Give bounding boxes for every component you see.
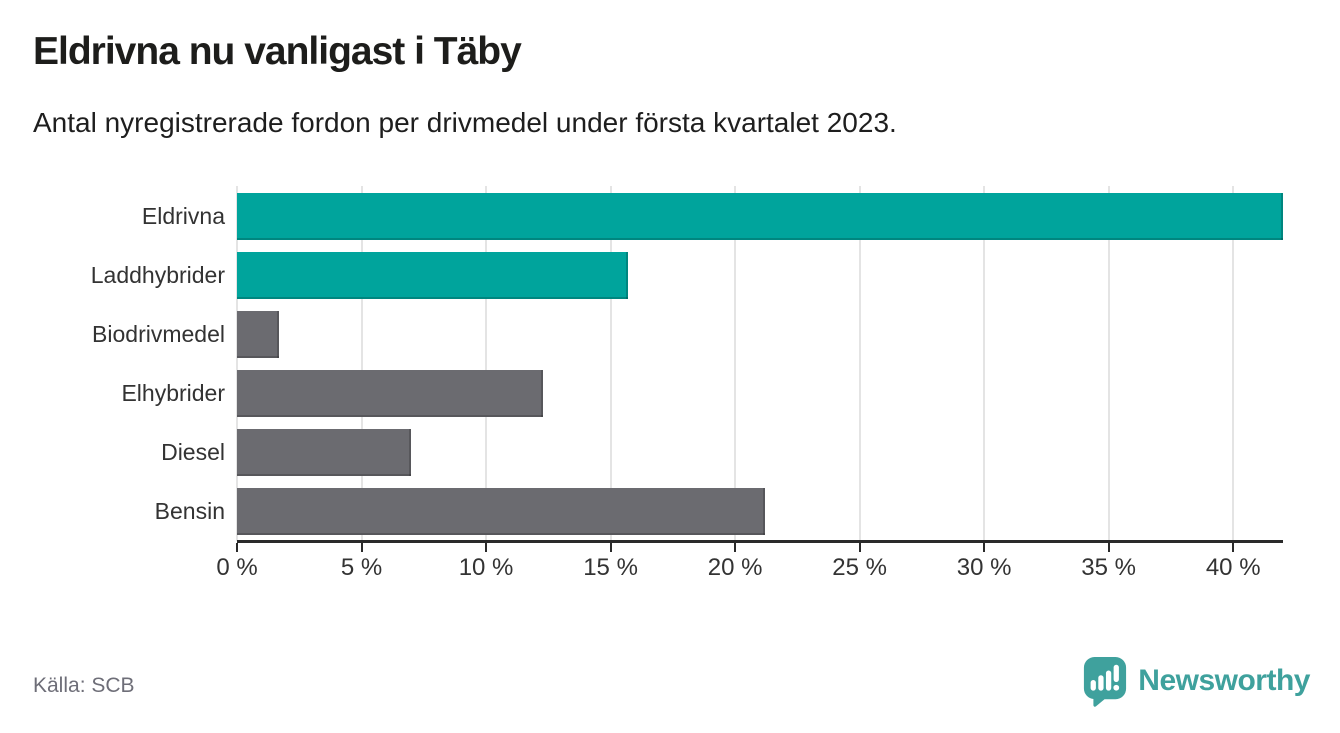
axis-tick-15 xyxy=(609,543,612,552)
gridline-35 xyxy=(1107,186,1110,541)
axis-tick-20 xyxy=(734,543,737,552)
bar-bensin xyxy=(237,488,765,535)
logo-bubble-shape xyxy=(1084,657,1127,707)
axis-tick-30 xyxy=(983,543,986,552)
axis-tick-5 xyxy=(360,543,363,552)
gridline-5 xyxy=(360,186,363,541)
tick-label-35: 35 % xyxy=(1081,554,1137,581)
plot-area: 0 % 5 % 10 % 15 % 20 % 25 % 30 % 35 % 40 % Eldriv… xyxy=(91,186,1283,581)
gridline-10 xyxy=(485,186,488,541)
tick-label-40: 40 % xyxy=(1205,554,1261,581)
source-note: Källa: SCB xyxy=(33,674,135,697)
newsworthy-logo-text: Newsworthy xyxy=(1138,664,1310,697)
tick-label-0: 0 % xyxy=(216,554,258,581)
tick-label-10: 10 % xyxy=(458,554,514,581)
tick-label-25: 25 % xyxy=(832,554,887,581)
chart-subtitle: Antal nyregistrerade fordon per drivmede… xyxy=(33,107,897,138)
category-label-biodrivmedel: Biodrivmedel xyxy=(92,321,225,347)
gridline-40 xyxy=(1232,186,1235,541)
bar-laddhybrider xyxy=(237,252,628,299)
newsworthy-logo-icon xyxy=(1084,657,1127,707)
category-label-bensin: Bensin xyxy=(154,498,225,524)
bar-row-diesel: Diesel xyxy=(161,429,1283,476)
bar-row-laddhybrider: Laddhybrider xyxy=(91,252,1283,299)
logo-bar-large xyxy=(1106,670,1112,691)
category-label-laddhybrider: Laddhybrider xyxy=(90,262,225,288)
category-label-eldrivna: Eldrivna xyxy=(141,203,225,229)
x-axis-line xyxy=(237,540,1283,543)
logo-exclamation-dot xyxy=(1113,684,1120,691)
axis-tick-25 xyxy=(858,543,861,552)
bar-eldrivna xyxy=(237,193,1283,240)
gridline-0 xyxy=(236,186,238,541)
axis-tick-0 xyxy=(236,543,238,552)
tick-label-30: 30 % xyxy=(956,554,1012,581)
category-label-elhybrider: Elhybrider xyxy=(121,380,225,406)
bar-row-bensin: Bensin xyxy=(155,488,1283,535)
bar-row-eldrivna: Eldrivna xyxy=(142,193,1283,240)
tick-label-15: 15 % xyxy=(583,554,638,581)
bar-elhybrider xyxy=(237,370,544,417)
chart-title: Eldrivna nu vanligast i Täby xyxy=(33,30,522,73)
logo-exclamation-bar xyxy=(1113,664,1120,682)
axis-tick-10 xyxy=(485,543,488,552)
logo-bar-small xyxy=(1090,680,1097,691)
newsworthy-logo: Newsworthy xyxy=(1082,655,1310,707)
axis-tick-35 xyxy=(1107,543,1110,552)
bar-row-biodrivmedel: Biodrivmedel xyxy=(92,311,1283,358)
tick-label-20: 20 % xyxy=(707,554,763,581)
bar-diesel xyxy=(237,429,412,476)
gridline-20 xyxy=(734,186,737,541)
category-label-diesel: Diesel xyxy=(161,439,225,465)
bar-biodrivmedel xyxy=(237,311,280,358)
gridline-15 xyxy=(609,186,612,541)
tick-label-5: 5 % xyxy=(340,554,383,581)
logo-bar-medium xyxy=(1098,675,1104,691)
bar-row-elhybrider: Elhybrider xyxy=(121,370,1283,417)
gridline-30 xyxy=(983,186,986,541)
axis-tick-40 xyxy=(1232,543,1235,552)
gridline-25 xyxy=(858,186,861,541)
